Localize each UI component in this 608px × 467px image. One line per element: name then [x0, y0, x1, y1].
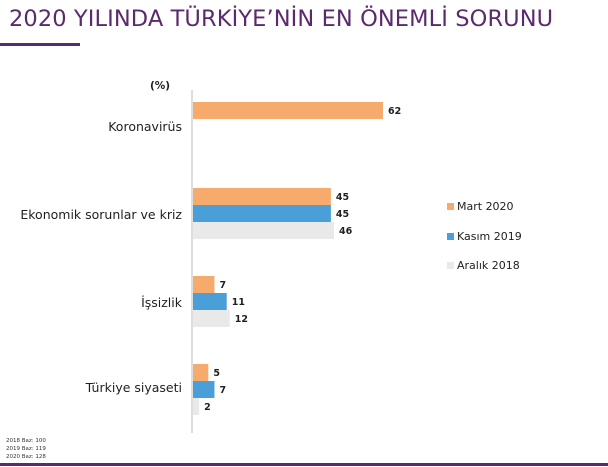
bar-issizlik-kasim-2019	[193, 293, 227, 310]
value-label-issizlik-mart-2020: 7	[219, 280, 226, 291]
value-label-ekonomik-sorunlar-ve-kriz-kasim-2019: 45	[336, 209, 349, 220]
bottom-rule	[0, 463, 608, 466]
value-label-turkiye-siyaseti-mart-2020: 5	[213, 368, 220, 379]
category-label-ekonomik-sorunlar-ve-kriz: Ekonomik sorunlar ve kriz	[20, 207, 182, 222]
bar-ekonomik-sorunlar-ve-kriz-kasim-2019	[193, 205, 331, 222]
bar-ekonomik-sorunlar-ve-kriz-mart-2020	[193, 188, 331, 205]
value-label-koronavirus-mart-2020: 62	[388, 106, 401, 117]
legend-swatch-aralik-2018	[447, 262, 454, 269]
bar-turkiye-siyaseti-aralik-2018	[193, 398, 200, 415]
bar-issizlik-aralik-2018	[193, 310, 230, 327]
legend-label-mart-2020: Mart 2020	[457, 200, 514, 213]
unit-label: (%)	[150, 80, 170, 92]
value-label-ekonomik-sorunlar-ve-kriz-aralik-2018: 46	[339, 226, 353, 237]
category-label-turkiye-siyaseti: Türkiye siyaseti	[85, 380, 182, 395]
value-label-turkiye-siyaseti-aralik-2018: 2	[204, 402, 211, 413]
base-note-2019: 2019 Baz: 119	[6, 446, 46, 452]
category-label-issizlik: İşsizlik	[141, 295, 183, 310]
legend-swatch-mart-2020	[447, 203, 454, 210]
value-label-issizlik-kasim-2019: 11	[232, 297, 245, 308]
category-label-koronavirus: Koronavirüs	[108, 119, 182, 134]
title-underline	[0, 43, 80, 46]
bar-turkiye-siyaseti-kasim-2019	[193, 381, 215, 398]
legend-label-kasim-2019: Kasım 2019	[457, 230, 522, 243]
page-title: 2020 YILINDA TÜRKİYE’NİN EN ÖNEMLİ SORUN…	[9, 6, 554, 32]
bar-turkiye-siyaseti-mart-2020	[193, 364, 209, 381]
legend-swatch-kasim-2019	[447, 233, 454, 240]
value-label-issizlik-aralik-2018: 12	[235, 314, 248, 325]
legend-label-aralik-2018: Aralık 2018	[457, 259, 520, 272]
bar-issizlik-mart-2020	[193, 276, 215, 293]
bar-ekonomik-sorunlar-ve-kriz-aralik-2018	[193, 222, 334, 239]
sample-bases: 2018 Baz: 100 2019 Baz: 119 2020 Baz: 12…	[6, 437, 46, 461]
value-label-turkiye-siyaseti-kasim-2019: 7	[219, 385, 226, 396]
base-note-2020: 2020 Baz: 128	[6, 454, 46, 460]
value-label-ekonomik-sorunlar-ve-kriz-mart-2020: 45	[336, 192, 349, 203]
bar-koronavirus-mart-2020	[193, 102, 383, 119]
base-note-2018: 2018 Baz: 100	[6, 438, 46, 444]
